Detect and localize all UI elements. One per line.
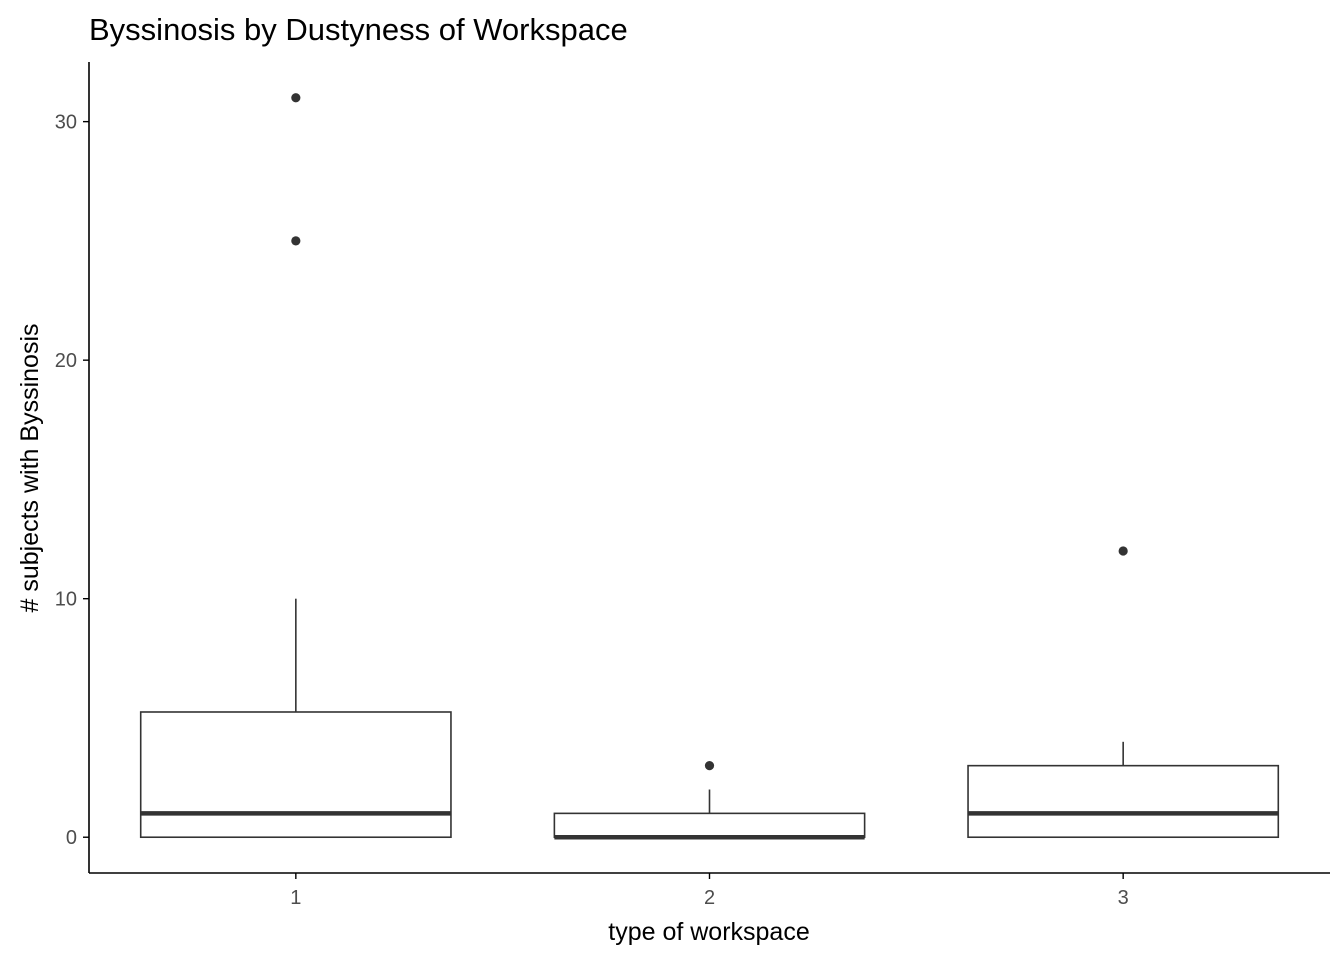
x-axis-ticks: 1 2 3 [290, 873, 1129, 909]
box-group-2 [553, 761, 866, 840]
y-tick-label: 30 [55, 112, 77, 134]
y-axis-title: # subjects with Byssinosis [16, 323, 44, 612]
box [139, 711, 452, 839]
x-axis-title: type of workspace [608, 918, 810, 946]
chart-title: Byssinosis by Dustyness of Workspace [89, 12, 628, 47]
x-tick-label: 1 [290, 887, 301, 909]
x-tick-label: 3 [1118, 887, 1129, 909]
y-tick-label: 20 [55, 350, 77, 372]
outlier-point [704, 761, 715, 771]
box-group-3 [967, 546, 1280, 839]
box [553, 812, 866, 839]
y-tick-label: 10 [55, 589, 77, 611]
outlier-point [291, 236, 301, 246]
x-tick-label: 2 [704, 887, 715, 909]
outlier-point [291, 93, 301, 103]
plot-marks [139, 93, 1280, 840]
outlier-point [1118, 546, 1128, 556]
y-axis-ticks: 0 10 20 30 [55, 112, 89, 849]
y-tick-label: 0 [66, 827, 77, 849]
box [967, 764, 1280, 839]
box-group-1 [139, 93, 452, 839]
